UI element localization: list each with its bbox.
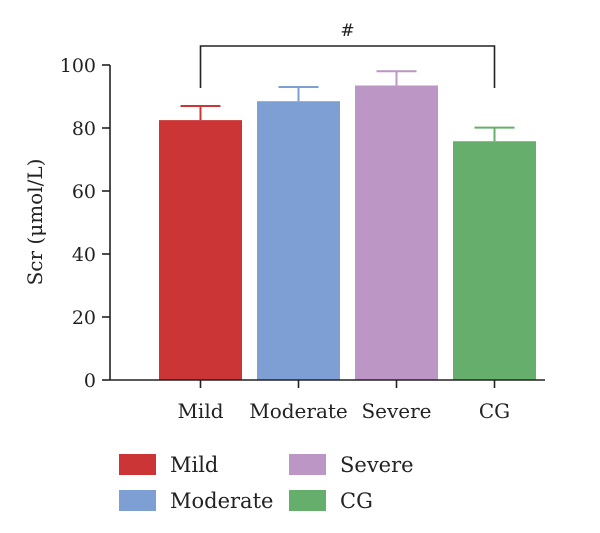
error-bar-mild bbox=[180, 104, 221, 121]
legend-swatch-mild bbox=[119, 454, 156, 475]
legend-label-mild: Mild bbox=[170, 453, 218, 477]
category-label-moderate: Moderate bbox=[249, 399, 348, 423]
y-tick-label-40: 40 bbox=[72, 244, 96, 266]
error-bars-layer bbox=[180, 70, 515, 142]
category-label-severe: Severe bbox=[361, 399, 431, 423]
category-label-mild: Mild bbox=[177, 399, 223, 423]
bar-cg bbox=[453, 141, 536, 380]
y-tick-label-0: 0 bbox=[84, 370, 96, 392]
bar-severe bbox=[355, 85, 438, 380]
category-labels: Mild Moderate Severe CG bbox=[177, 399, 510, 423]
legend-swatch-moderate bbox=[119, 490, 156, 511]
legend-swatch-severe bbox=[289, 454, 326, 475]
y-axis: 0 20 40 60 80 100 bbox=[60, 55, 545, 392]
error-bar-cg bbox=[474, 126, 515, 142]
legend-label-cg: CG bbox=[340, 489, 373, 513]
y-tick-label-100: 100 bbox=[60, 55, 96, 77]
y-axis-label: Scr (μmol/L) bbox=[23, 159, 47, 286]
legend: Mild Severe Moderate CG bbox=[119, 453, 414, 513]
significance-label: # bbox=[340, 21, 354, 41]
error-bar-severe bbox=[376, 70, 417, 86]
significance-bracket: # bbox=[199, 21, 496, 88]
y-tick-label-80: 80 bbox=[72, 118, 96, 140]
legend-item-mild: Mild bbox=[119, 453, 218, 477]
category-label-cg: CG bbox=[479, 399, 510, 423]
bar-moderate bbox=[257, 101, 340, 380]
legend-label-severe: Severe bbox=[340, 453, 414, 477]
bars-layer bbox=[159, 85, 536, 380]
significance-line bbox=[199, 45, 496, 88]
legend-item-severe: Severe bbox=[289, 453, 414, 477]
y-tick-label-60: 60 bbox=[72, 181, 96, 203]
legend-label-moderate: Moderate bbox=[170, 489, 273, 513]
y-tick-label-20: 20 bbox=[72, 307, 96, 329]
legend-swatch-cg bbox=[289, 490, 326, 511]
error-bar-moderate bbox=[278, 86, 319, 102]
bar-mild bbox=[159, 120, 242, 380]
legend-item-cg: CG bbox=[289, 489, 373, 513]
legend-item-moderate: Moderate bbox=[119, 489, 273, 513]
